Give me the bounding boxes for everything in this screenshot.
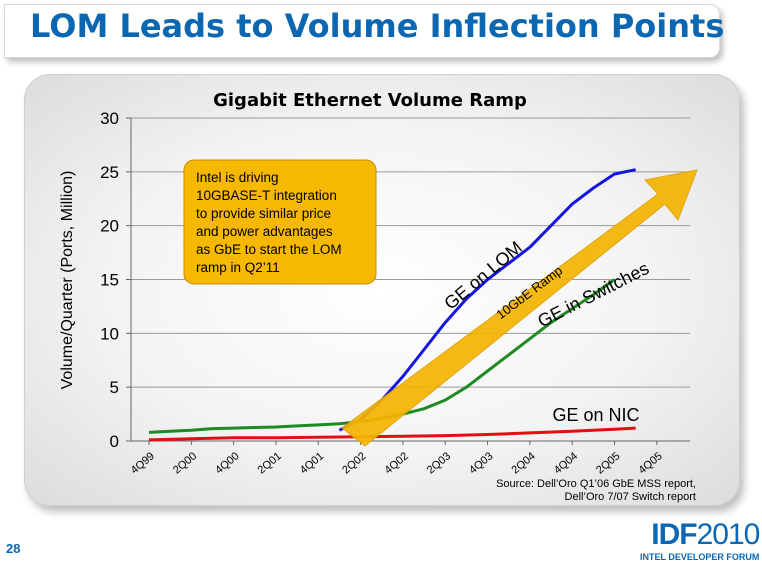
series-line-ge-on-nic xyxy=(148,426,636,442)
idf-logo-brand: IDF xyxy=(651,518,697,551)
y-tick-label: 25 xyxy=(100,163,119,182)
idf-logo-subtitle: INTEL DEVELOPER FORUM xyxy=(640,552,760,562)
y-tick-label: 0 xyxy=(110,432,119,451)
callout-box: Intel is driving 10GBASE-T integration to … xyxy=(183,159,377,285)
ramp-arrow: 10GbE Ramp xyxy=(341,169,698,447)
x-tick-label: 4Q05 xyxy=(636,450,664,476)
x-tick-label: 2Q05 xyxy=(594,450,622,476)
chart-panel xyxy=(24,74,740,506)
y-tick-label: 10 xyxy=(100,324,119,343)
y-tick-label: 20 xyxy=(100,217,119,236)
chart-title: Gigabit Ethernet Volume Ramp xyxy=(213,90,527,111)
x-tick-label: 2Q04 xyxy=(509,450,537,476)
label-ge-on-nic: GE on NIC xyxy=(552,405,639,425)
series-line-ge-on-lom xyxy=(338,168,636,432)
y-tick-labels: 0 5 10 15 20 25 30 xyxy=(100,109,119,451)
axes xyxy=(126,117,690,445)
idf-logo: IDF2010 INTEL DEVELOPER FORUM xyxy=(640,518,761,563)
x-tick-label: 4Q99 xyxy=(129,450,157,476)
callout-background xyxy=(183,159,377,285)
page-number: 28 xyxy=(6,541,21,556)
source-line-1: Source: Dell’Oro Q1’06 GbE MSS report, xyxy=(496,478,696,490)
y-tick-label: 30 xyxy=(100,109,119,128)
y-tick-label: 5 xyxy=(110,378,119,397)
x-tick-label: 4Q02 xyxy=(383,450,411,476)
ramp-arrow-shape xyxy=(341,169,698,447)
x-tick-label: 4Q03 xyxy=(467,450,495,476)
x-tick-label: 2Q03 xyxy=(425,450,453,476)
y-tick-label: 15 xyxy=(100,271,119,290)
x-tick-label: 4Q01 xyxy=(298,450,326,476)
callout-text: Intel is driving 10GBASE-T integration to … xyxy=(196,170,342,275)
source-line-2: Dell’Oro 7/07 Switch report xyxy=(565,491,696,503)
x-tick-label: 2Q01 xyxy=(256,450,284,476)
x-tick-label: 2Q00 xyxy=(171,450,199,476)
y-axis-label: Volume/Quarter (Ports, Million) xyxy=(59,171,76,390)
x-tick-label: 2Q02 xyxy=(340,450,368,476)
slide-title: LOM Leads to Volume Inflection Points xyxy=(30,7,725,45)
x-tick-label: 4Q00 xyxy=(213,450,241,476)
x-tick-label: 4Q04 xyxy=(552,450,580,476)
idf-logo-wordmark: IDF2010 xyxy=(640,518,761,551)
x-tick-labels: 4Q99 2Q00 4Q00 2Q01 4Q01 2Q02 4Q02 2Q03 4Q03 2Q04… xyxy=(129,450,665,476)
idf-logo-year: 2010 xyxy=(696,518,761,551)
title-bar xyxy=(4,4,720,58)
